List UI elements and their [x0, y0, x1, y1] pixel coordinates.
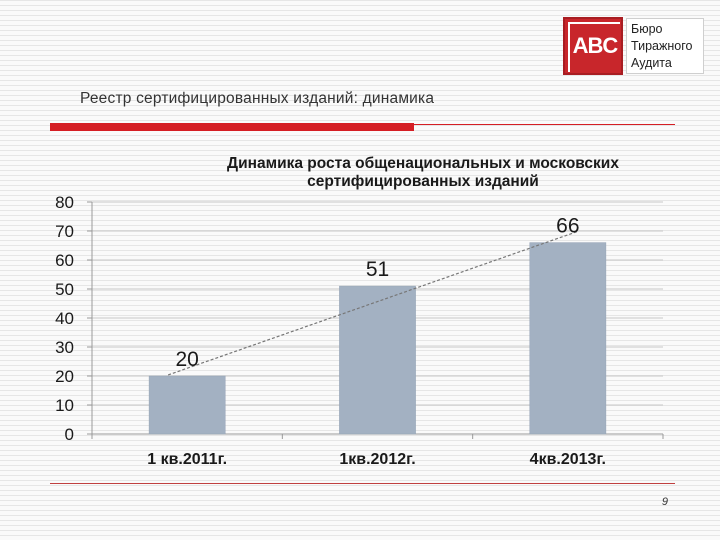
chart-labels: 0 10 20 30 40 50 60 70 80 20 1 кв.2011г. 51 1кв.2012… — [55, 193, 606, 468]
y-tick-label: 10 — [55, 396, 74, 415]
data-label-2: 51 — [366, 258, 389, 281]
x-tick-label-1: 1 кв.2011г. — [147, 451, 227, 468]
y-tick-label: 30 — [55, 338, 74, 357]
header-accent-bar — [50, 123, 414, 131]
y-tick-label: 60 — [55, 251, 74, 270]
footer-divider-line — [50, 483, 675, 484]
y-tick-label: 50 — [55, 280, 74, 299]
trend-line — [167, 230, 578, 376]
y-tick-label: 70 — [55, 222, 74, 241]
data-label-1: 20 — [175, 348, 198, 371]
logo-line-3: Аудита — [631, 56, 672, 70]
chart-bars — [148, 242, 607, 435]
logo-line-1: Бюро — [631, 22, 663, 36]
chart-title-line-2: сертифицированных изданий — [307, 173, 539, 190]
abc-logo: ABC Бюро Тиражного Аудита — [563, 17, 704, 75]
slide-subtitle: Реестр сертифицированных изданий: динами… — [80, 90, 435, 107]
x-tick-label-3: 4кв.2013г. — [530, 451, 606, 468]
x-tick-label-2: 1кв.2012г. — [339, 451, 415, 468]
abc-logo-letters: ABC — [568, 22, 620, 72]
y-tick-label: 40 — [55, 309, 74, 328]
y-tick-label: 0 — [65, 425, 74, 444]
bar-3 — [529, 242, 607, 435]
chart-title-line-1: Динамика роста общенациональных и москов… — [227, 155, 619, 172]
page-number: 9 — [661, 496, 668, 508]
abc-logo-mark: ABC — [563, 17, 623, 75]
chart-trendline — [167, 230, 578, 376]
y-tick-label: 20 — [55, 367, 74, 386]
y-tick-label: 80 — [55, 193, 74, 212]
logo-line-2: Тиражного — [631, 39, 693, 53]
data-label-3: 66 — [556, 215, 579, 238]
bar-1 — [148, 375, 226, 435]
abc-logo-caption: Бюро Тиражного Аудита — [626, 18, 704, 74]
bar-2 — [339, 285, 416, 435]
